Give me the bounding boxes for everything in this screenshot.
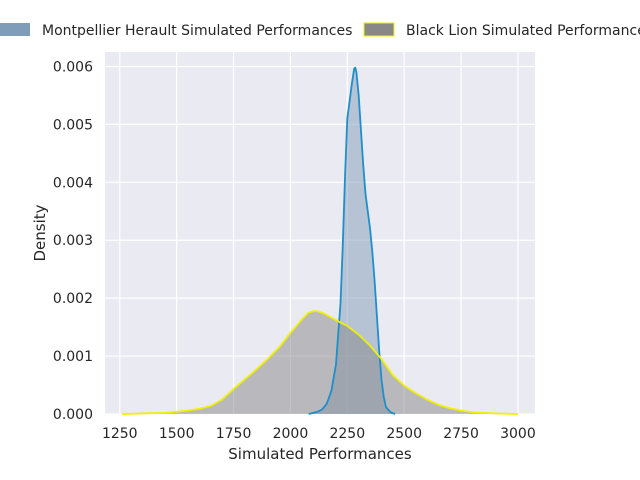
x-tick-label: 1250 [102, 426, 138, 442]
density-area-0 [308, 67, 396, 414]
x-tick-label: 1500 [159, 426, 195, 442]
y-axis-label: Density [31, 204, 49, 261]
y-tick-label: 0.006 [53, 59, 93, 75]
y-tick-label: 0.002 [53, 291, 93, 307]
y-tick-labels: 0.000 0.001 0.002 0.003 0.004 0.005 0.006 [53, 59, 93, 423]
density-line-1 [122, 310, 518, 415]
x-axis-label: Simulated Performances [228, 445, 412, 463]
y-tick-label: 0.000 [53, 407, 93, 423]
y-tick-label: 0.001 [53, 349, 93, 365]
density-areas [122, 66, 518, 415]
x-tick-labels: 1250 1500 1750 2000 2250 2500 2750 3000 [102, 426, 536, 442]
x-tick-label: 2000 [273, 426, 309, 442]
x-tick-label: 2500 [386, 426, 422, 442]
legend-item-0: Montpellier Herault Simulated Performanc… [0, 23, 352, 39]
legend-swatch [0, 23, 30, 36]
y-tick-label: 0.003 [53, 233, 93, 249]
legend-label: Montpellier Herault Simulated Performanc… [42, 23, 352, 39]
x-tick-label: 2750 [443, 426, 479, 442]
legend-swatch [363, 22, 395, 37]
density-area-1 [122, 310, 518, 414]
x-tick-label: 2250 [329, 426, 365, 442]
y-tick-label: 0.004 [53, 175, 93, 191]
density-line-0 [308, 66, 396, 415]
legend: Montpellier Herault Simulated Performanc… [0, 22, 640, 39]
legend-label: Black Lion Simulated Performances [406, 23, 640, 39]
x-tick-label: 3000 [500, 426, 536, 442]
x-tick-label: 1750 [216, 426, 252, 442]
legend-item-1: Black Lion Simulated Performances [363, 22, 640, 39]
y-tick-label: 0.005 [53, 117, 93, 133]
